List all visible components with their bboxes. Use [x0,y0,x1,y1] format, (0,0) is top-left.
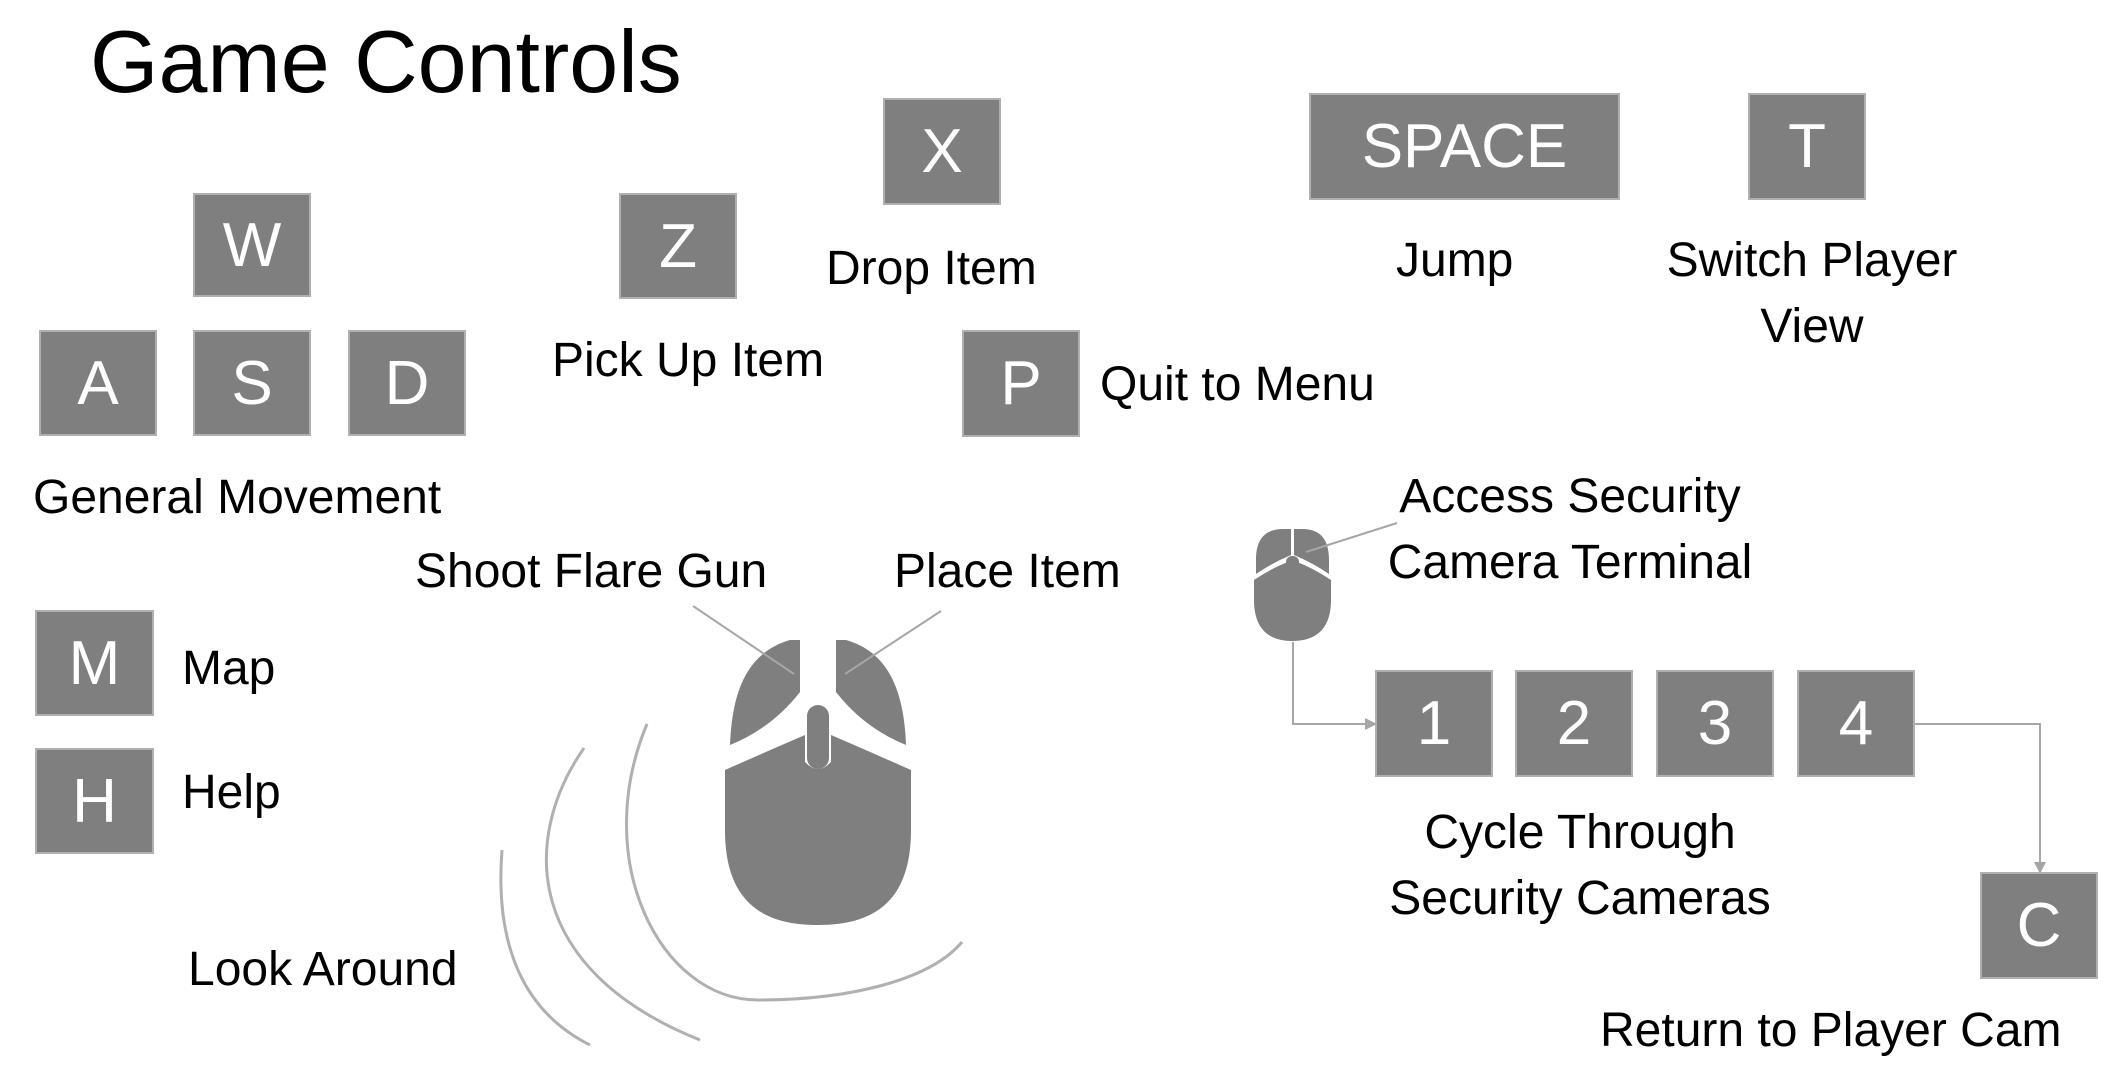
key-x[interactable]: X [883,98,1001,205]
large-mouse-icon [725,640,911,925]
label-switch-player-view-line1: Switch Player [1666,234,1958,287]
label-switch-player-view-line2: View [1760,300,1864,353]
label-map: Map [182,642,276,695]
label-drop-item: Drop Item [826,242,1037,295]
key-c[interactable]: C [1980,872,2098,979]
access-security-pointer [1305,522,1398,553]
label-look-around: Look Around [188,943,458,996]
mouse-to-camera-1-arrow [1292,642,1377,730]
key-t[interactable]: T [1748,93,1866,200]
key-w[interactable]: W [193,193,311,297]
key-a[interactable]: A [39,330,157,436]
label-shoot-flare-gun: Shoot Flare Gun [415,545,768,598]
key-h[interactable]: H [35,748,154,854]
key-s[interactable]: S [193,330,311,436]
shoot-flare-gun-pointer [692,605,795,675]
key-d[interactable]: D [348,330,466,436]
key-1[interactable]: 1 [1375,670,1493,777]
small-mouse-icon [1254,529,1331,641]
look-around-arcs [499,723,964,1047]
label-switch-player-view: Switch Player View [1652,228,1972,360]
label-pick-up-item: Pick Up Item [552,334,825,387]
label-general-movement: General Movement [33,471,442,524]
label-access-security-line2: Camera Terminal [1387,536,1753,589]
key-3[interactable]: 3 [1656,670,1774,777]
label-help: Help [182,766,281,819]
place-item-pointer [844,610,942,675]
key-space[interactable]: SPACE [1309,93,1620,200]
label-cycle-cameras: Cycle Through Security Cameras [1355,800,1805,932]
label-return-player-cam: Return to Player Cam [1600,1004,2062,1057]
label-access-security: Access Security Camera Terminal [1370,464,1770,596]
key-2[interactable]: 2 [1515,670,1633,777]
key-m[interactable]: M [35,610,154,716]
label-cycle-cameras-line2: Security Cameras [1389,872,1771,925]
key-p[interactable]: P [962,330,1080,437]
key-z[interactable]: Z [619,193,737,299]
label-cycle-cameras-line1: Cycle Through [1424,806,1736,859]
key-4[interactable]: 4 [1797,670,1915,777]
label-access-security-line1: Access Security [1399,470,1741,523]
camera-4-to-c-arrow [1915,723,2046,874]
label-quit-to-menu: Quit to Menu [1100,358,1375,411]
page-title: Game Controls [90,12,682,111]
label-jump: Jump [1396,234,1514,287]
label-place-item: Place Item [894,545,1121,598]
